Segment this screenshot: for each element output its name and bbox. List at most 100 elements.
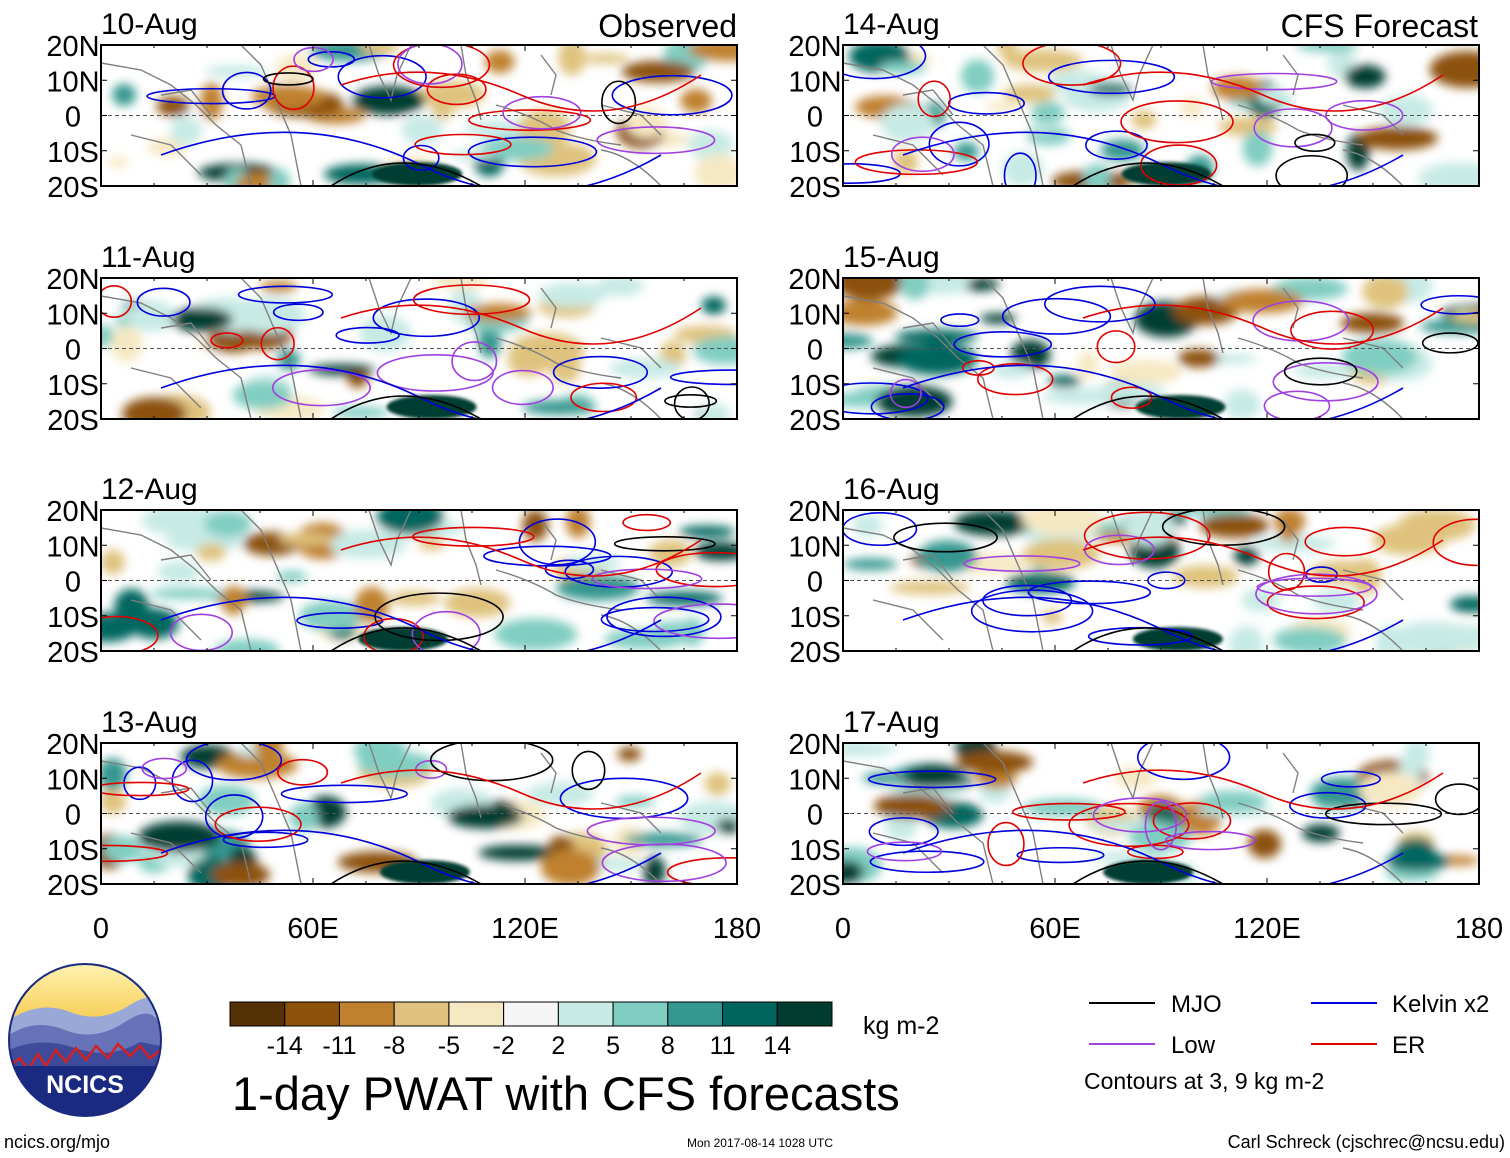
lat-label: 20S — [47, 405, 99, 437]
colorbar-swatch — [393, 1001, 450, 1027]
lat-label: 0 — [807, 102, 823, 134]
lat-label: 0 — [65, 567, 81, 599]
wave-contours — [101, 743, 737, 884]
colorbar-tick: -8 — [383, 1032, 405, 1060]
colorbar-swatch — [448, 1001, 505, 1027]
lat-label: 20S — [789, 637, 841, 669]
lat-label: 20S — [47, 637, 99, 669]
lat-label: 0 — [65, 800, 81, 832]
colorbar-tick: 8 — [661, 1032, 675, 1060]
pwat-field — [101, 510, 737, 651]
lon-label: 60E — [1029, 913, 1081, 945]
lat-label: 20N — [788, 264, 841, 296]
panel-date: 12-Aug — [101, 473, 198, 506]
wave-contours — [866, 743, 1479, 884]
legend-label-low: Low — [1171, 1032, 1216, 1059]
colorbar-swatch — [667, 1001, 724, 1027]
lon-label: 120E — [491, 913, 559, 945]
wave-contours — [843, 285, 1479, 419]
pwat-field — [101, 743, 737, 884]
lat-label: 20S — [47, 870, 99, 902]
footer-url: ncics.org/mjo — [4, 1132, 110, 1152]
forecast-panels: 14-Aug20N10N010S20S15-Aug20N10N010S20S16… — [788, 8, 1480, 902]
lat-label: 0 — [807, 800, 823, 832]
lat-label: 10S — [47, 137, 99, 169]
lat-label: 20N — [46, 31, 99, 63]
colorbar-tick: -11 — [322, 1032, 356, 1060]
colorbar-unit: kg m-2 — [863, 1012, 939, 1040]
observed-heading: Observed — [598, 8, 737, 44]
lat-label: 20S — [789, 405, 841, 437]
legend-label-mjo: MJO — [1171, 991, 1222, 1018]
colorbar-swatch — [776, 1001, 833, 1027]
lat-label: 10N — [788, 299, 841, 331]
colorbar-tick: 14 — [763, 1032, 791, 1060]
observed-panels: 10-Aug20N10N010S20S11-Aug20N10N010S20S12… — [46, 8, 738, 902]
colorbar-swatch — [612, 1001, 669, 1027]
colorbar-tick: 2 — [551, 1032, 565, 1060]
legend: MJO Kelvin x2 Low ER Contours at 3, 9 kg… — [1084, 991, 1489, 1094]
lat-label: 20N — [788, 31, 841, 63]
lat-label: 10S — [789, 137, 841, 169]
longitude-axis-forecast: 0 60E 120E 180 — [835, 913, 1503, 945]
lat-label: 10S — [789, 370, 841, 402]
lat-label: 10S — [47, 835, 99, 867]
ncics-logo-text: NCICS — [46, 1071, 124, 1099]
lat-label: 10N — [788, 531, 841, 563]
lat-label: 10S — [789, 835, 841, 867]
colorbar-tick: -14 — [267, 1032, 303, 1060]
coastlines — [843, 45, 1404, 186]
pwat-field — [101, 278, 737, 419]
colorbar-swatch — [338, 1001, 395, 1027]
pwat-field — [843, 45, 1479, 186]
colorbar-swatch — [503, 1001, 559, 1027]
colorbar-tick: 5 — [606, 1032, 620, 1060]
panel-date: 14-Aug — [843, 8, 940, 41]
lat-label: 20N — [46, 729, 99, 761]
lat-label: 10S — [47, 370, 99, 402]
legend-note: Contours at 3, 9 kg m-2 — [1084, 1068, 1324, 1094]
wave-contours — [843, 45, 1444, 186]
lat-label: 20S — [47, 172, 99, 204]
lat-label: 20N — [788, 729, 841, 761]
panel-date: 10-Aug — [101, 8, 198, 41]
colorbar: -14 -11 -8 -5 -2 2 5 8 11 14 — [229, 1001, 833, 1060]
colorbar-tick: -2 — [493, 1032, 515, 1060]
lat-label: 20N — [46, 496, 99, 528]
colorbar-swatch — [557, 1001, 614, 1027]
panel-date: 17-Aug — [843, 706, 940, 739]
colorbar-swatch — [284, 1001, 340, 1027]
lat-label: 20N — [46, 264, 99, 296]
lat-label: 20S — [789, 172, 841, 204]
panel-date: 16-Aug — [843, 473, 940, 506]
colorbar-swatch — [722, 1001, 778, 1027]
pwat-field — [101, 45, 737, 186]
lat-label: 10N — [46, 764, 99, 796]
lat-label: 20N — [788, 496, 841, 528]
lat-label: 0 — [807, 335, 823, 367]
lat-label: 10N — [788, 764, 841, 796]
lat-label: 0 — [807, 567, 823, 599]
colorbar-tick: -5 — [438, 1032, 460, 1060]
colorbar-swatch — [229, 1001, 286, 1027]
longitude-axis-observed: 0 60E 120E 180 — [93, 913, 761, 945]
lon-label: 120E — [1233, 913, 1301, 945]
panel-date: 15-Aug — [843, 241, 940, 274]
footer-author: Carl Schreck (cjschrec@ncsu.edu) — [1228, 1132, 1505, 1152]
lon-label: 0 — [93, 913, 109, 945]
footer-timestamp: Mon 2017-08-14 1028 UTC — [687, 1136, 833, 1150]
legend-label-er: ER — [1392, 1032, 1425, 1059]
